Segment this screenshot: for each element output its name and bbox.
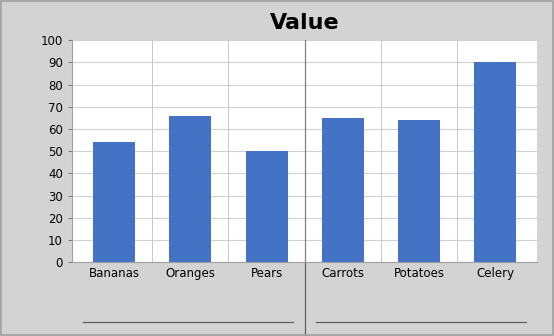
Title: Value: Value: [270, 13, 340, 33]
Bar: [170, 116, 211, 262]
Bar: [474, 62, 516, 262]
Bar: [322, 118, 364, 262]
Bar: [245, 151, 288, 262]
Bar: [93, 142, 135, 262]
Bar: [398, 120, 440, 262]
